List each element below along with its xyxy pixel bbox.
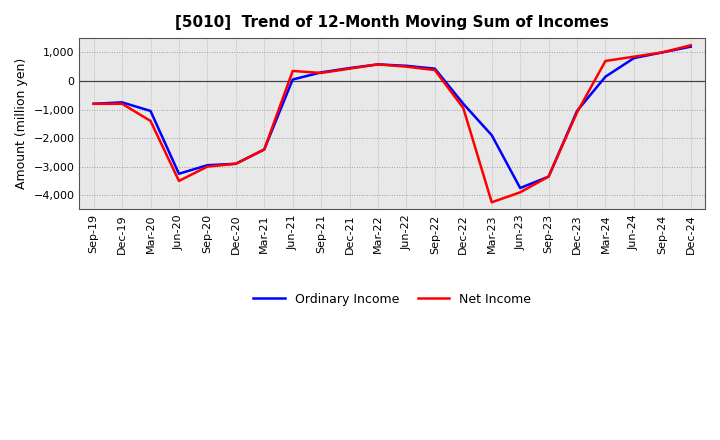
Ordinary Income — [459, 101, 467, 106]
Net Income — [232, 161, 240, 166]
Net Income — [317, 70, 325, 76]
Net Income — [544, 174, 553, 179]
Ordinary Income — [402, 63, 410, 69]
Ordinary Income — [487, 132, 496, 138]
Ordinary Income — [345, 66, 354, 71]
Ordinary Income — [686, 44, 695, 49]
Legend: Ordinary Income, Net Income: Ordinary Income, Net Income — [248, 288, 536, 311]
Net Income — [260, 147, 269, 152]
Net Income — [289, 68, 297, 73]
Line: Net Income: Net Income — [94, 45, 690, 202]
Ordinary Income — [232, 161, 240, 166]
Title: [5010]  Trend of 12-Month Moving Sum of Incomes: [5010] Trend of 12-Month Moving Sum of I… — [175, 15, 609, 30]
Net Income — [601, 59, 610, 64]
Ordinary Income — [431, 66, 439, 71]
Net Income — [345, 66, 354, 71]
Ordinary Income — [175, 171, 184, 176]
Y-axis label: Amount (million yen): Amount (million yen) — [15, 58, 28, 189]
Net Income — [118, 101, 127, 106]
Net Income — [203, 164, 212, 169]
Net Income — [431, 67, 439, 73]
Net Income — [572, 110, 581, 115]
Ordinary Income — [317, 70, 325, 75]
Ordinary Income — [118, 100, 127, 105]
Net Income — [516, 190, 524, 195]
Line: Ordinary Income: Ordinary Income — [94, 47, 690, 188]
Net Income — [89, 101, 98, 106]
Net Income — [146, 118, 155, 124]
Ordinary Income — [658, 50, 667, 55]
Net Income — [175, 178, 184, 183]
Net Income — [459, 106, 467, 111]
Ordinary Income — [89, 101, 98, 106]
Ordinary Income — [260, 147, 269, 152]
Ordinary Income — [629, 55, 638, 61]
Net Income — [658, 50, 667, 55]
Net Income — [402, 64, 410, 70]
Net Income — [487, 200, 496, 205]
Ordinary Income — [374, 62, 382, 67]
Ordinary Income — [203, 162, 212, 168]
Net Income — [374, 62, 382, 67]
Ordinary Income — [544, 174, 553, 179]
Net Income — [629, 54, 638, 59]
Ordinary Income — [516, 185, 524, 191]
Ordinary Income — [146, 108, 155, 114]
Ordinary Income — [572, 108, 581, 114]
Net Income — [686, 43, 695, 48]
Ordinary Income — [289, 77, 297, 82]
Ordinary Income — [601, 74, 610, 79]
